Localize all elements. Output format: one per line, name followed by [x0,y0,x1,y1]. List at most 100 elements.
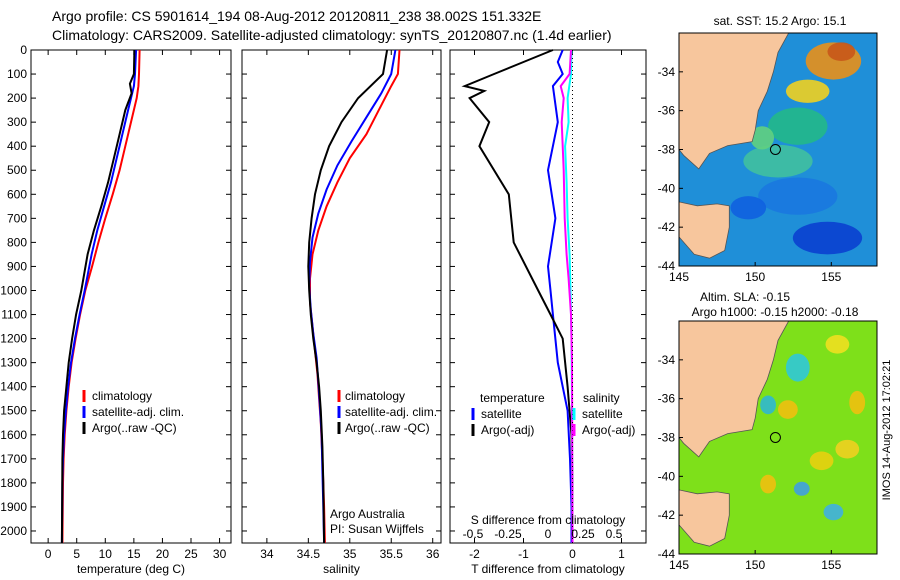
ocean-feature [730,196,767,220]
ocean-feature [768,107,828,145]
x-tick-label: 10 [99,547,113,561]
mainland-land [678,320,790,458]
y-tick-label: 700 [7,211,27,225]
y-tick-label: 1000 [0,283,27,297]
x-tick-label: 34.5 [297,547,321,561]
ocean-feature [760,474,777,494]
map-panel-1 [678,32,878,267]
ocean-feature [785,79,830,103]
y-tick-label: 0 [20,43,27,57]
ocean-feature [849,390,866,415]
ocean-feature [760,395,777,415]
header-subtitle: Climatology: CARS2009. Satellite-adjuste… [52,27,612,43]
x-tick-label: 34 [260,547,274,561]
series-line-3-1 [546,49,573,543]
ocean-feature [743,144,813,178]
x-tick-label-secondary: 0.5 [606,527,623,541]
x-tick-label: 25 [184,547,198,561]
panel-2-frame [241,49,442,544]
x-axis-label: temperature (deg C) [77,562,185,576]
y-tick-label: 1800 [0,476,27,490]
y-tick-label: 2000 [0,524,27,538]
x-tick-label-secondary: 0.25 [571,527,595,541]
map-y-tick-label: -42 [658,220,676,234]
series-line-3-4 [559,49,574,544]
panel-3-frame [449,49,647,544]
y-tick-label: 900 [7,259,27,273]
y-tick-label: 500 [7,163,27,177]
y-tick-label: 200 [7,91,27,105]
map-x-tick-label: 145 [669,270,689,284]
ocean-feature [823,503,844,521]
x-tick-label: 20 [156,547,170,561]
imos-timestamp: IMOS 14-Aug-2012 17:02:21 [881,359,893,501]
mainland-land [678,32,790,170]
y-tick-label: 600 [7,187,27,201]
legend-label: satellite-adj. clim. [92,405,184,419]
map-y-tick-label: -44 [658,259,676,273]
tasmania-land [678,489,730,547]
header-title: Argo profile: CS 5901614_194 08-Aug-2012… [52,8,542,24]
ocean-feature [785,353,810,382]
legend-label: Argo(..raw -QC) [345,421,430,435]
x-tick-label: -1 [518,547,529,561]
y-tick-label: 1600 [0,428,27,442]
ocean-feature [750,126,775,150]
y-tick-label: 1200 [0,332,27,346]
ocean-feature [758,177,838,215]
map-y-tick-label: -40 [658,469,676,483]
tasmania-land [678,201,730,259]
legend-label: climatology [345,389,405,403]
map-title: Altim. SLA: -0.15 [700,290,790,304]
x-tick-label-secondary: -0.25 [494,527,522,541]
legend-label: satellite [481,407,522,421]
ocean-feature [793,481,810,496]
map-x-tick-label: 150 [745,270,765,284]
x-axis-label: salinity [323,562,360,576]
map-x-tick-label: 145 [669,558,689,572]
legend-label: Argo(..raw -QC) [92,421,177,435]
series-line-1-3 [60,49,136,544]
x-tick-label: 35 [343,547,357,561]
y-tick-label: 800 [7,235,27,249]
y-tick-label: 100 [7,67,27,81]
map-subtitle: Argo h1000: -0.15 h2000: -0.18 [692,305,859,319]
map-y-tick-label: -34 [658,353,676,367]
x-tick-label: 35.5 [380,547,404,561]
ocean-feature [827,42,856,61]
x-tick-label: 30 [213,547,227,561]
x-tick-label: -2 [469,547,480,561]
map-y-tick-label: -38 [658,431,676,445]
map-y-tick-label: -44 [658,547,676,561]
x-tick-label: 15 [127,547,141,561]
map-title: sat. SST: 15.2 Argo: 15.1 [714,14,847,28]
x-tick-label: 0 [569,547,576,561]
map-x-tick-label: 155 [821,558,841,572]
x-axis-label: T difference from climatology [471,562,625,576]
legend-label: satellite [582,407,623,421]
legend-label: satellite-adj. clim. [345,405,437,419]
legend-label: Argo(-adj) [481,423,534,437]
map-x-tick-label: 150 [745,558,765,572]
map-panel-2 [678,320,878,555]
argo-location-marker [769,432,781,443]
legend-title: temperature [480,391,545,405]
ocean-feature [835,439,860,459]
x-tick-label: 1 [618,547,625,561]
x-tick-label: 5 [73,547,80,561]
y-tick-label: 1900 [0,500,27,514]
map-y-tick-label: -34 [658,65,676,79]
series-line-1-2 [60,49,138,544]
y-tick-label: 300 [7,115,27,129]
argo-location-marker [769,144,781,155]
y-tick-label: 1300 [0,356,27,370]
y-tick-label: 1700 [0,452,27,466]
y-tick-label: 1400 [0,380,27,394]
x-tick-label-secondary: 0 [545,527,552,541]
ocean-feature [825,334,850,354]
map-y-tick-label: -36 [658,392,676,406]
ocean-feature [792,221,863,255]
map-y-tick-label: -40 [658,181,676,195]
x-axis-label-secondary: S difference from climatology [471,513,626,527]
